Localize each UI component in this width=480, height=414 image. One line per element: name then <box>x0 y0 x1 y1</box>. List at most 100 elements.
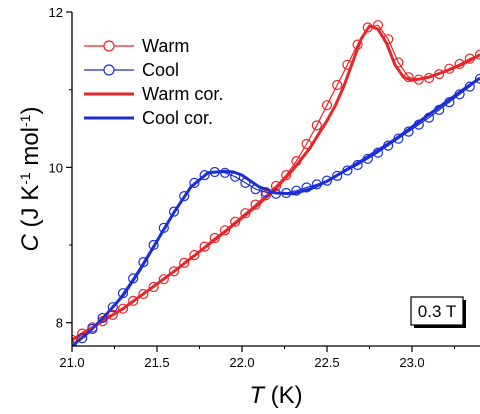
warm-legend-label: Warm <box>142 36 189 56</box>
warm-data-point <box>199 241 210 252</box>
cool-data-point <box>474 73 480 84</box>
y-tick-label: 10 <box>49 160 63 175</box>
warm-data-point <box>117 303 129 314</box>
cool-data-point <box>291 185 302 196</box>
cool-data-point <box>240 177 251 188</box>
cool-data-point <box>97 312 108 324</box>
warm-data-point <box>434 68 445 80</box>
cool-data-point <box>311 179 322 190</box>
warm-data-point <box>383 34 394 45</box>
warm-data-point <box>362 22 373 33</box>
warm-data-point <box>372 20 384 31</box>
cool-legend-label: Cool <box>142 60 179 80</box>
axis-ticks: 21.0 21.5 22.0 22.5 23.0 8 10 12 <box>49 5 455 370</box>
cool-data-point <box>87 323 98 334</box>
warm-data-point <box>107 309 118 320</box>
warm-data-point <box>230 216 241 227</box>
cool-data-point <box>454 89 465 100</box>
cool-data-point <box>77 333 88 344</box>
x-tick-label: 21.5 <box>144 355 169 370</box>
y-axis-title: C (J K-1 mol-1) <box>17 107 44 252</box>
cool-data-point <box>168 206 180 217</box>
warm-data-point <box>423 72 435 84</box>
cool-data-point <box>301 182 312 193</box>
warm-data-point <box>332 79 343 91</box>
warm-data-point <box>444 63 455 74</box>
cool-data-point <box>209 166 220 178</box>
cool-cor-legend-label: Cool cor. <box>142 108 213 128</box>
series-layer <box>72 20 480 346</box>
field-annotation-box <box>410 296 464 326</box>
cool-data-point <box>383 140 394 151</box>
x-tick-label: 22.0 <box>229 355 254 370</box>
cool-data-point <box>107 302 118 313</box>
warm-legend-marker <box>103 40 115 52</box>
cool-data-point <box>270 188 282 199</box>
warm-data-point <box>281 170 292 181</box>
cool-data-point <box>281 187 292 199</box>
warm-data-point <box>454 58 465 70</box>
warm-data-point <box>219 225 231 236</box>
cool-data-point <box>260 187 271 198</box>
cool-data-point <box>372 147 384 158</box>
cool-data-point <box>352 159 363 171</box>
cool-data-point <box>423 112 435 123</box>
cool-data-point <box>117 288 129 299</box>
warm-data-point <box>474 49 480 60</box>
cool-data-point <box>158 222 169 233</box>
warm-data-point <box>270 180 282 192</box>
cool-data-point <box>342 165 353 176</box>
warm-data-point <box>240 208 251 219</box>
warm-data-point <box>128 295 139 306</box>
cool-data-point <box>393 133 404 144</box>
cool-data-point <box>250 184 261 195</box>
warm-data-point <box>189 250 200 261</box>
warm-data-point <box>72 334 78 345</box>
cool-data-point <box>138 257 149 268</box>
cool-data-point <box>230 171 241 182</box>
cool-data-point <box>413 119 424 130</box>
cool-data-point <box>332 170 343 181</box>
cool-legend-marker <box>103 64 115 76</box>
x-tick-label: 22.5 <box>314 355 339 370</box>
warm-data-point <box>250 199 261 210</box>
x-axis-title: T (K) <box>249 382 302 409</box>
warm-data-point <box>393 57 404 68</box>
warm-data-point <box>342 59 353 70</box>
warm-data-point <box>311 120 322 131</box>
warm-data-point <box>179 257 190 268</box>
cool-data-point <box>434 104 445 116</box>
cool-data-point <box>362 153 373 164</box>
warm-data-point <box>158 274 169 285</box>
warm-data-point <box>301 138 312 150</box>
x-tick-label: 21.0 <box>59 355 84 370</box>
cool-data-point <box>179 191 190 202</box>
warm-data-point <box>291 156 302 167</box>
legend: Warm Cool Warm cor. Cool cor. <box>84 36 223 128</box>
warm-data-point <box>168 266 180 277</box>
warm-data-point <box>148 281 159 293</box>
cool-data-point <box>219 167 231 178</box>
warm-data-point <box>97 316 108 327</box>
y-tick-label: 8 <box>56 316 63 331</box>
warm-data-point <box>321 100 333 111</box>
cool-data-point <box>403 126 414 137</box>
warm-data-point <box>260 190 271 201</box>
warm-data-point <box>403 72 414 83</box>
warm-data-point <box>138 288 149 300</box>
warm-data-point <box>209 232 220 244</box>
field-annotation-label: 0.3 T <box>418 302 456 321</box>
warm-data-point <box>464 53 475 64</box>
cool-data-point <box>148 239 159 251</box>
cool-cor-series-line <box>72 76 480 346</box>
warm-data-point <box>352 39 363 50</box>
cool-data-point <box>128 273 139 284</box>
cool-data-point <box>199 170 210 181</box>
y-tick-label: 12 <box>49 5 63 20</box>
x-tick-label: 23.0 <box>399 355 424 370</box>
warm-cor-legend-label: Warm cor. <box>142 84 223 104</box>
field-annotation: 0.3 T <box>410 296 466 328</box>
warm-data-point <box>413 74 424 85</box>
cool-data-point <box>321 175 333 186</box>
